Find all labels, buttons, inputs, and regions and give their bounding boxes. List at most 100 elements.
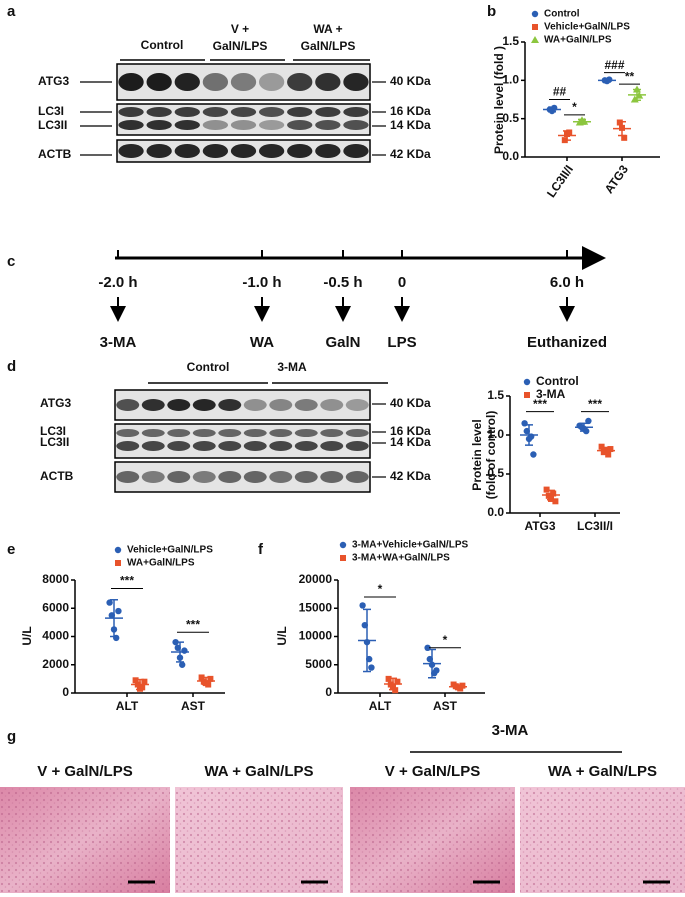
significance-label: ### <box>604 58 624 72</box>
blot-band <box>343 144 369 158</box>
blot-band <box>116 399 140 411</box>
legend-label: Control <box>544 9 580 20</box>
blot-band <box>294 441 318 451</box>
blot-band <box>218 399 242 411</box>
y-axis-label: U/L <box>20 626 34 645</box>
blot-band <box>146 144 172 158</box>
blot-band <box>258 107 285 117</box>
y-axis-label: U/L <box>275 626 289 645</box>
event-label: 3-MA <box>100 334 137 351</box>
data-point <box>181 647 188 654</box>
event-label: Euthanized <box>527 334 607 351</box>
blot-band <box>243 429 267 437</box>
blot-band <box>315 120 341 130</box>
data-point <box>139 684 146 691</box>
y-tick-label: 1.5 <box>502 34 519 48</box>
data-point <box>179 661 186 668</box>
blot-size-label: 16 KDa <box>390 104 431 118</box>
y-tick-label: 4000 <box>42 629 69 643</box>
data-point <box>605 451 612 458</box>
y-tick-label: 0 <box>325 685 332 699</box>
blot-band <box>141 399 165 411</box>
blot-band <box>345 471 369 483</box>
blot-band <box>258 144 285 158</box>
blot-band <box>167 471 191 483</box>
time-label: -0.5 h <box>323 274 362 291</box>
panel-label: e <box>7 541 15 558</box>
data-point <box>115 560 121 566</box>
blot-band <box>230 120 257 130</box>
y-tick-label: 5000 <box>305 657 332 671</box>
data-point <box>141 678 148 685</box>
y-tick-label: 0 <box>62 685 69 699</box>
blot-band <box>320 441 344 451</box>
y-tick-label: 1.5 <box>487 388 504 402</box>
y-tick-label: 0.5 <box>502 111 519 125</box>
blot-band <box>116 471 140 483</box>
panel-label: d <box>7 358 16 375</box>
histology-texture <box>520 787 685 893</box>
panel-label: c <box>7 253 15 270</box>
blot-header: GalN/LPS <box>301 39 356 53</box>
y-tick-label: 0.0 <box>487 505 504 519</box>
blot-band <box>202 144 229 158</box>
blot-band <box>258 73 285 91</box>
blot-band <box>243 471 267 483</box>
data-point <box>459 682 466 689</box>
blot-band <box>320 429 344 437</box>
blot-band <box>343 107 369 117</box>
legend-label: 3-MA <box>536 387 566 401</box>
blot-band <box>141 429 165 437</box>
data-point <box>198 674 205 681</box>
time-label: 6.0 h <box>550 274 584 291</box>
y-tick-label: 1.0 <box>487 427 504 441</box>
blot-header: GalN/LPS <box>213 39 268 53</box>
data-point <box>115 607 122 615</box>
data-point <box>368 664 375 671</box>
data-point <box>598 443 605 450</box>
blot-band <box>174 107 200 117</box>
data-point <box>531 36 539 43</box>
data-point <box>552 498 559 505</box>
histology-texture <box>0 787 170 893</box>
blot-band <box>192 471 216 483</box>
blot-header: Control <box>187 360 230 374</box>
blot-band <box>315 144 341 158</box>
data-point <box>132 677 139 684</box>
blot-row-label: ATG3 <box>40 396 71 410</box>
significance-label: *** <box>120 574 134 588</box>
blot-row-label: LC3I <box>38 104 64 118</box>
y-axis-label: (fold of control) <box>484 411 498 500</box>
blot-band <box>192 429 216 437</box>
blot-band <box>243 399 267 411</box>
blot-size-label: 42 KDa <box>390 469 431 483</box>
y-tick-label: 20000 <box>299 572 333 586</box>
blot-band <box>174 144 200 158</box>
x-tick-label: ATG3 <box>524 519 555 533</box>
blot-size-label: 40 KDa <box>390 396 431 410</box>
time-label: -2.0 h <box>98 274 137 291</box>
significance-label: ## <box>553 85 567 99</box>
blot-band <box>258 120 285 130</box>
blot-band <box>167 399 191 411</box>
significance-label: * <box>378 582 383 596</box>
blot-band <box>287 107 313 117</box>
blot-header: WA + <box>313 22 342 36</box>
blot-size-label: 14 KDa <box>390 118 431 132</box>
blot-band <box>174 73 200 91</box>
data-point <box>114 546 122 554</box>
x-tick-label: AST <box>433 699 458 713</box>
blot-band <box>118 120 144 130</box>
blot-band <box>230 73 257 91</box>
x-tick-label: ALT <box>116 699 139 713</box>
data-point <box>172 638 179 646</box>
blot-band <box>269 471 293 483</box>
legend-label: 3-MA+WA+GalN/LPS <box>352 553 450 564</box>
blot-size-label: 16 KDa <box>390 424 431 438</box>
image-label: V + GalN/LPS <box>37 763 132 780</box>
data-point <box>385 675 392 682</box>
blot-band <box>202 120 229 130</box>
blot-band <box>202 73 229 91</box>
data-point <box>394 678 401 685</box>
blot-header: 3-MA <box>277 360 307 374</box>
